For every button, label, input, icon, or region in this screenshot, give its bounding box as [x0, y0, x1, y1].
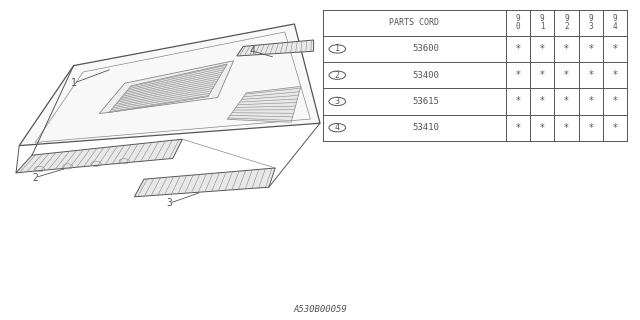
- Text: *: *: [564, 70, 569, 80]
- Text: 2: 2: [32, 172, 38, 183]
- Text: 9
3: 9 3: [588, 14, 593, 31]
- Text: 53410: 53410: [412, 123, 439, 132]
- Polygon shape: [16, 139, 182, 173]
- Text: 53400: 53400: [412, 71, 439, 80]
- Text: 3: 3: [166, 198, 173, 208]
- Text: *: *: [564, 96, 569, 107]
- Polygon shape: [99, 61, 234, 114]
- Text: PARTS CORD: PARTS CORD: [389, 18, 440, 27]
- Text: *: *: [588, 96, 593, 107]
- Polygon shape: [19, 24, 320, 146]
- Text: 9
1: 9 1: [540, 14, 545, 31]
- Text: *: *: [564, 123, 569, 133]
- Polygon shape: [109, 64, 227, 113]
- Polygon shape: [134, 168, 275, 197]
- Text: 53615: 53615: [412, 97, 439, 106]
- Text: *: *: [515, 123, 520, 133]
- Text: *: *: [540, 123, 545, 133]
- Text: *: *: [540, 70, 545, 80]
- Text: *: *: [612, 96, 618, 107]
- Text: 9
2: 9 2: [564, 14, 569, 31]
- Text: 1: 1: [335, 44, 340, 53]
- Text: *: *: [588, 44, 593, 54]
- Text: A530B00059: A530B00059: [293, 305, 347, 314]
- Text: *: *: [540, 96, 545, 107]
- Text: *: *: [612, 70, 618, 80]
- Text: 53600: 53600: [412, 44, 439, 53]
- Text: 2: 2: [335, 71, 340, 80]
- Text: *: *: [612, 44, 618, 54]
- Text: 4: 4: [250, 46, 256, 56]
- Text: *: *: [540, 44, 545, 54]
- Text: *: *: [612, 123, 618, 133]
- Text: *: *: [515, 96, 520, 107]
- Polygon shape: [227, 86, 301, 122]
- Text: *: *: [588, 123, 593, 133]
- Text: *: *: [564, 44, 569, 54]
- Text: 1: 1: [70, 78, 77, 88]
- Text: 4: 4: [335, 123, 340, 132]
- Text: 9
0: 9 0: [515, 14, 520, 31]
- Text: *: *: [515, 44, 520, 54]
- Text: *: *: [588, 70, 593, 80]
- Text: 9
4: 9 4: [612, 14, 618, 31]
- Text: 3: 3: [335, 97, 340, 106]
- Text: *: *: [515, 70, 520, 80]
- Polygon shape: [237, 40, 314, 56]
